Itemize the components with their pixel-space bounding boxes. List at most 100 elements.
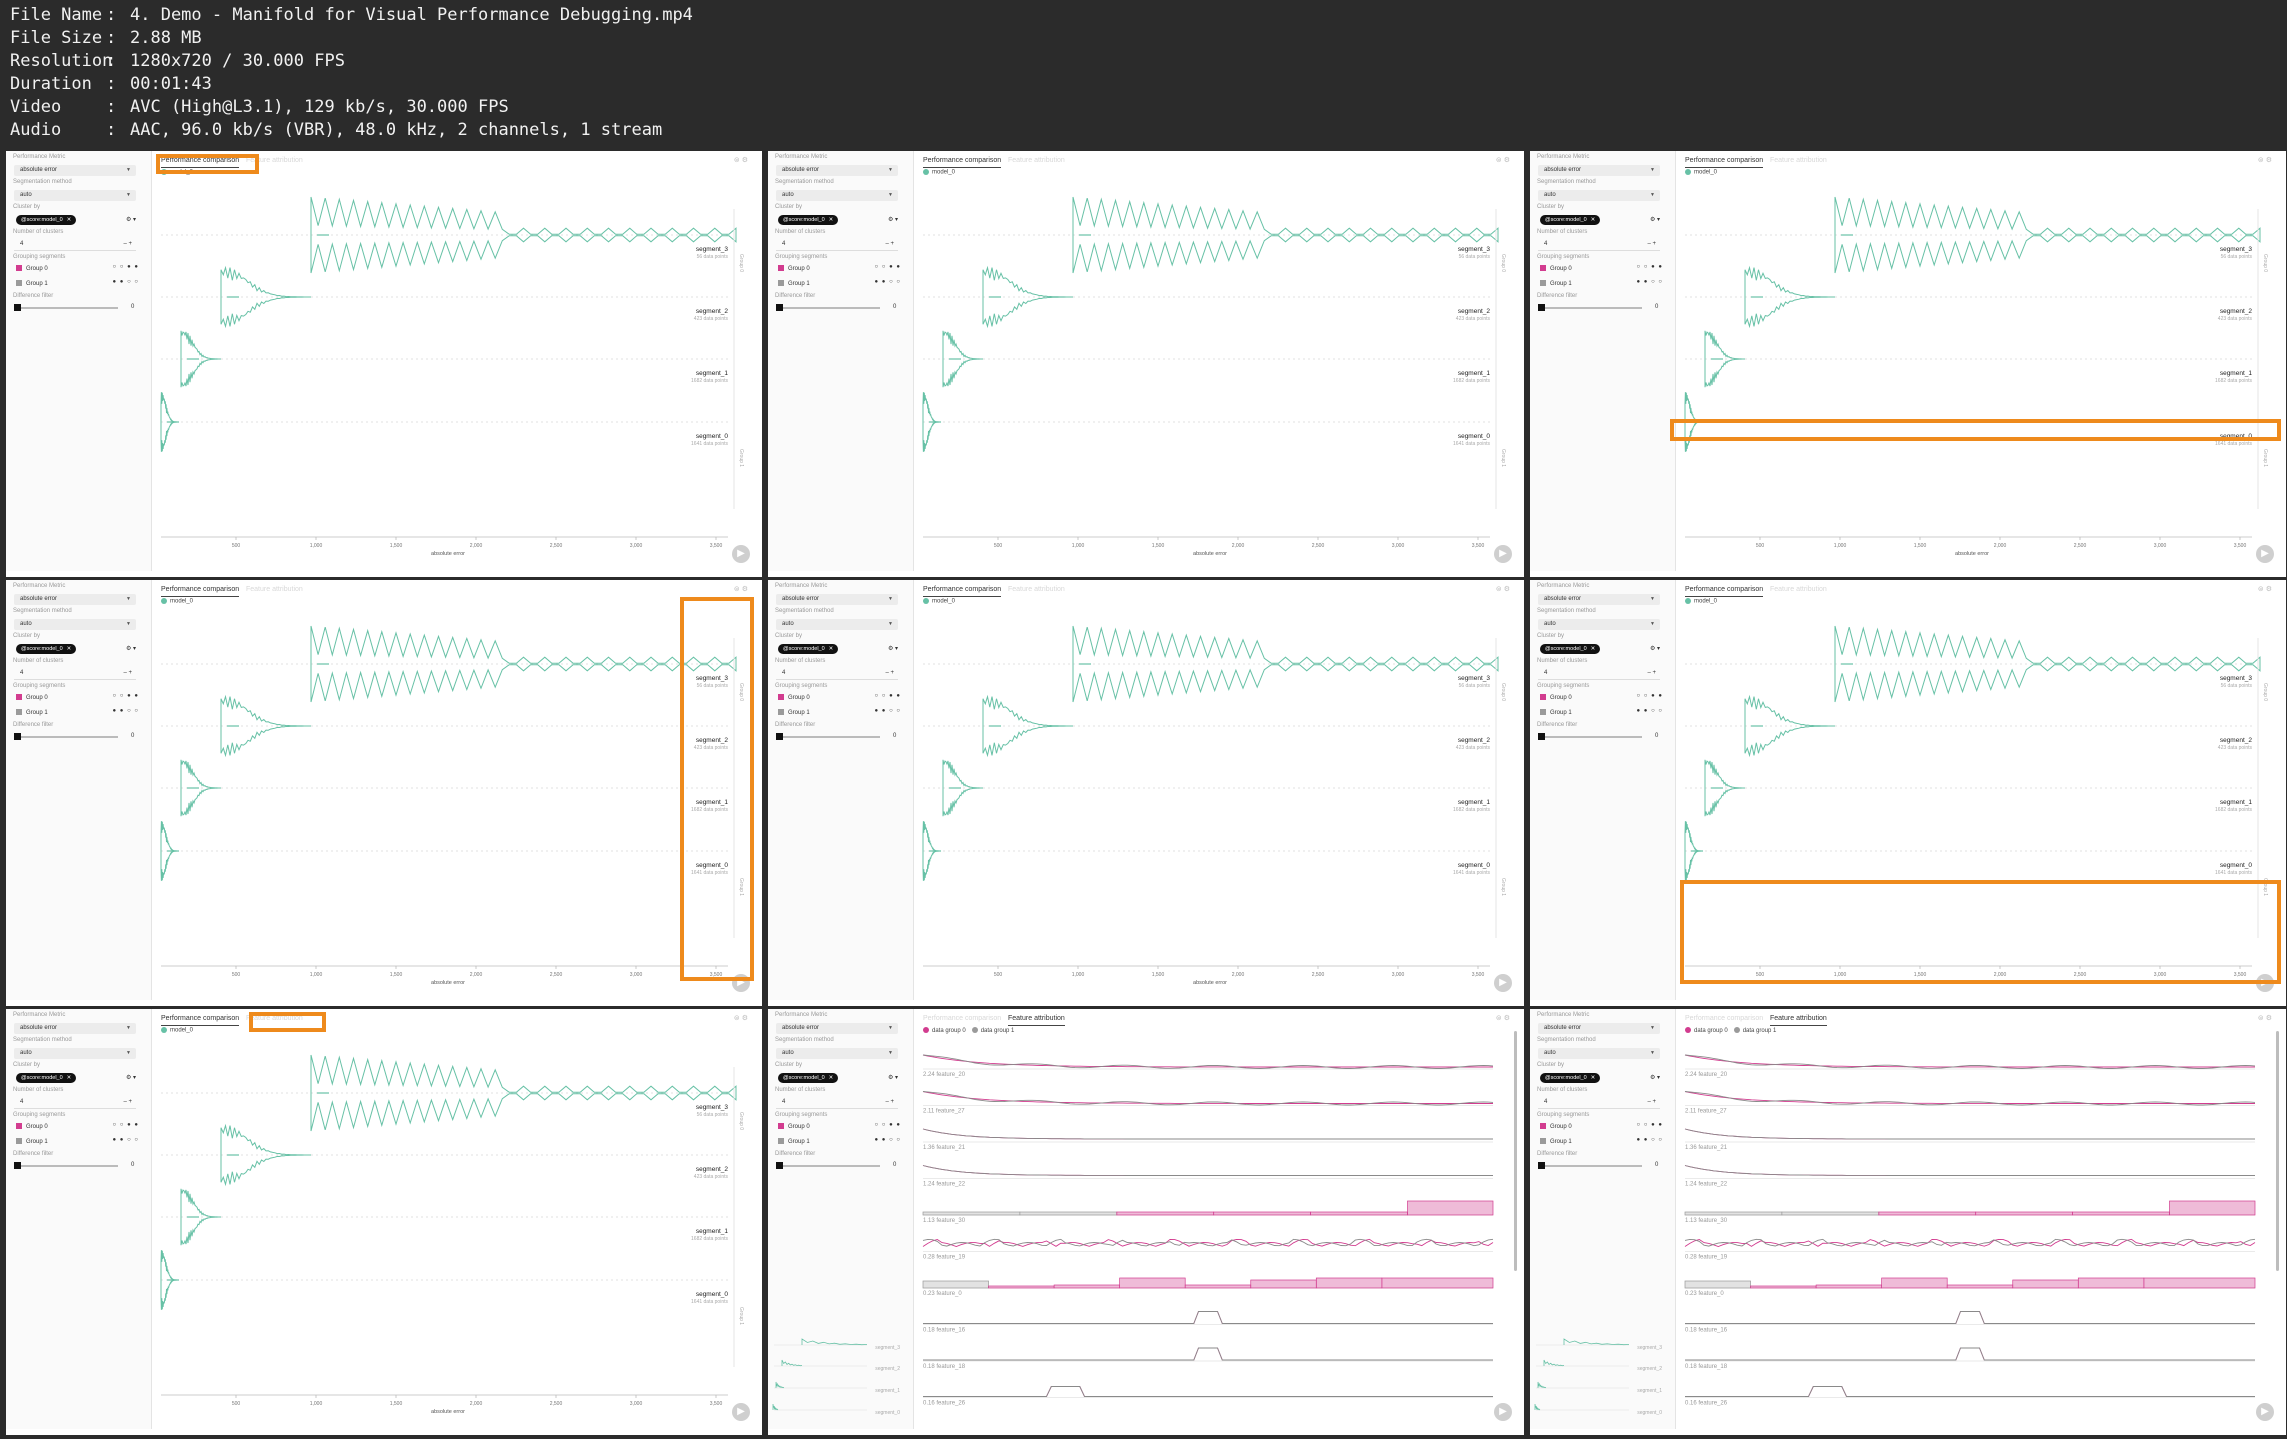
tab-performance-comparison[interactable]: Performance comparison: [161, 1015, 240, 1026]
group-1-row[interactable]: Group 1: [16, 1137, 48, 1147]
plus-minus-icon[interactable]: – +: [1647, 670, 1656, 676]
cluster-settings-icon[interactable]: ⚙ ▾: [887, 646, 898, 652]
plus-minus-icon[interactable]: – +: [1647, 1099, 1656, 1105]
segment-toggle-icons[interactable]: ● ● ○ ○: [874, 279, 901, 285]
segment-toggle-icons[interactable]: ○ ○ ● ●: [112, 1122, 139, 1128]
group-0-row[interactable]: Group 0: [16, 264, 48, 274]
plus-minus-icon[interactable]: – +: [123, 241, 132, 247]
group-1-row[interactable]: Group 1: [1540, 1137, 1572, 1147]
difference-filter-slider[interactable]: [776, 1162, 880, 1169]
close-icon[interactable]: ✕: [828, 217, 834, 223]
segmentation-select[interactable]: auto ▼: [776, 619, 898, 630]
panel-settings-icons[interactable]: ⊜ ⚙: [1495, 157, 1510, 164]
cluster-by-chip[interactable]: @score:model_0 ✕: [1540, 644, 1601, 654]
close-icon[interactable]: ✕: [1590, 1075, 1596, 1081]
segment-toggle-icons[interactable]: ● ● ○ ○: [1636, 708, 1663, 714]
cluster-settings-icon[interactable]: ⚙ ▾: [1649, 1075, 1660, 1081]
cluster-by-chip[interactable]: @score:model_0 ✕: [778, 215, 839, 225]
clusters-stepper[interactable]: 4 – +: [776, 239, 898, 251]
segment-toggle-icons[interactable]: ● ● ○ ○: [1636, 1137, 1663, 1143]
tab-feature-attribution[interactable]: Feature attribution: [1770, 157, 1827, 164]
play-icon[interactable]: ▶: [1494, 1403, 1512, 1421]
segmentation-select[interactable]: auto ▼: [14, 190, 136, 201]
segment-toggle-icons[interactable]: ○ ○ ● ●: [112, 693, 139, 699]
segment-toggle-icons[interactable]: ○ ○ ● ●: [1636, 1122, 1663, 1128]
tab-performance-comparison[interactable]: Performance comparison: [923, 157, 1002, 168]
group-1-row[interactable]: Group 1: [778, 708, 810, 718]
segmentation-select[interactable]: auto ▼: [776, 1048, 898, 1059]
group-0-row[interactable]: Group 0: [1540, 264, 1572, 274]
play-icon[interactable]: ▶: [732, 545, 750, 563]
segmentation-select[interactable]: auto ▼: [14, 1048, 136, 1059]
tab-feature-attribution[interactable]: Feature attribution: [1770, 1015, 1827, 1026]
group-1-row[interactable]: Group 1: [16, 279, 48, 289]
segment-toggle-icons[interactable]: ● ● ○ ○: [874, 1137, 901, 1143]
difference-filter-slider[interactable]: [14, 733, 118, 740]
tab-feature-attribution[interactable]: Feature attribution: [246, 586, 303, 593]
metric-select[interactable]: absolute error ▼: [1538, 594, 1660, 605]
play-icon[interactable]: ▶: [2256, 1403, 2274, 1421]
cluster-settings-icon[interactable]: ⚙ ▾: [125, 646, 136, 652]
clusters-stepper[interactable]: 4 – +: [1538, 1097, 1660, 1109]
difference-filter-slider[interactable]: [1538, 304, 1642, 311]
slider-handle[interactable]: [1538, 1162, 1545, 1169]
segment-toggle-icons[interactable]: ● ● ○ ○: [112, 279, 139, 285]
segmentation-select[interactable]: auto ▼: [776, 190, 898, 201]
panel-settings-icons[interactable]: ⊜ ⚙: [733, 586, 748, 593]
metric-select[interactable]: absolute error ▼: [776, 165, 898, 176]
play-icon[interactable]: ▶: [732, 1403, 750, 1421]
tab-performance-comparison[interactable]: Performance comparison: [923, 586, 1002, 597]
play-icon[interactable]: ▶: [1494, 545, 1512, 563]
metric-select[interactable]: absolute error ▼: [14, 1023, 136, 1034]
segment-toggle-icons[interactable]: ○ ○ ● ●: [1636, 264, 1663, 270]
difference-filter-slider[interactable]: [14, 1162, 118, 1169]
clusters-stepper[interactable]: 4 – +: [1538, 239, 1660, 251]
cluster-settings-icon[interactable]: ⚙ ▾: [1649, 646, 1660, 652]
clusters-stepper[interactable]: 4 – +: [776, 1097, 898, 1109]
close-icon[interactable]: ✕: [828, 646, 834, 652]
slider-handle[interactable]: [776, 1162, 783, 1169]
segmentation-select[interactable]: auto ▼: [1538, 1048, 1660, 1059]
panel-settings-icons[interactable]: ⊜ ⚙: [1495, 1015, 1510, 1022]
segment-toggle-icons[interactable]: ● ● ○ ○: [112, 708, 139, 714]
plus-minus-icon[interactable]: – +: [885, 1099, 894, 1105]
cluster-by-chip[interactable]: @score:model_0 ✕: [16, 215, 77, 225]
segment-toggle-icons[interactable]: ● ● ○ ○: [1636, 279, 1663, 285]
slider-handle[interactable]: [1538, 304, 1545, 311]
tab-feature-attribution[interactable]: Feature attribution: [1008, 157, 1065, 164]
metric-select[interactable]: absolute error ▼: [776, 1023, 898, 1034]
plus-minus-icon[interactable]: – +: [123, 1099, 132, 1105]
clusters-stepper[interactable]: 4 – +: [14, 239, 136, 251]
cluster-by-chip[interactable]: @score:model_0 ✕: [1540, 1073, 1601, 1083]
tab-feature-attribution[interactable]: Feature attribution: [246, 157, 303, 164]
slider-handle[interactable]: [1538, 733, 1545, 740]
group-0-row[interactable]: Group 0: [778, 264, 810, 274]
tab-performance-comparison[interactable]: Performance comparison: [1685, 1015, 1764, 1022]
play-icon[interactable]: ▶: [2256, 545, 2274, 563]
segment-toggle-icons[interactable]: ○ ○ ● ●: [1636, 693, 1663, 699]
metric-select[interactable]: absolute error ▼: [14, 165, 136, 176]
close-icon[interactable]: ✕: [66, 217, 72, 223]
close-icon[interactable]: ✕: [828, 1075, 834, 1081]
difference-filter-slider[interactable]: [776, 733, 880, 740]
clusters-stepper[interactable]: 4 – +: [1538, 668, 1660, 680]
tab-performance-comparison[interactable]: Performance comparison: [1685, 586, 1764, 597]
metric-select[interactable]: absolute error ▼: [776, 594, 898, 605]
segment-toggle-icons[interactable]: ○ ○ ● ●: [874, 693, 901, 699]
cluster-by-chip[interactable]: @score:model_0 ✕: [16, 1073, 77, 1083]
close-icon[interactable]: ✕: [1590, 646, 1596, 652]
vertical-scrollbar[interactable]: [2276, 1031, 2279, 1271]
group-1-row[interactable]: Group 1: [778, 279, 810, 289]
difference-filter-slider[interactable]: [1538, 1162, 1642, 1169]
plus-minus-icon[interactable]: – +: [885, 241, 894, 247]
group-0-row[interactable]: Group 0: [778, 1122, 810, 1132]
group-0-row[interactable]: Group 0: [1540, 1122, 1572, 1132]
group-0-row[interactable]: Group 0: [16, 693, 48, 703]
clusters-stepper[interactable]: 4 – +: [14, 668, 136, 680]
tab-feature-attribution[interactable]: Feature attribution: [1008, 586, 1065, 593]
close-icon[interactable]: ✕: [66, 646, 72, 652]
panel-settings-icons[interactable]: ⊜ ⚙: [2257, 1015, 2272, 1022]
tab-performance-comparison[interactable]: Performance comparison: [161, 157, 240, 168]
vertical-scrollbar[interactable]: [1514, 1031, 1517, 1271]
cluster-settings-icon[interactable]: ⚙ ▾: [1649, 217, 1660, 223]
